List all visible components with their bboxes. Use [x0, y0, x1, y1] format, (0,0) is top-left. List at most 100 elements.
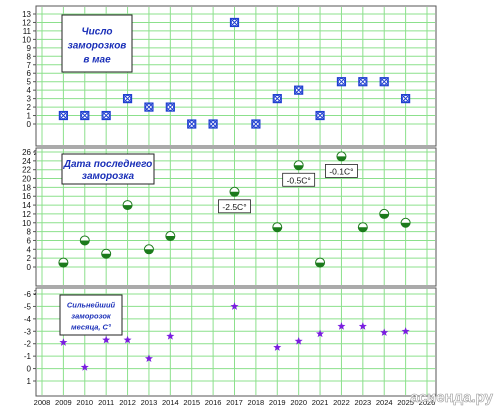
y-tick-label: -1: [24, 352, 32, 361]
data-point: [102, 335, 111, 344]
data-point: [208, 119, 218, 129]
y-tick-label: 10: [22, 219, 31, 228]
y-tick-label: 2: [27, 103, 32, 112]
data-point: [272, 222, 283, 233]
data-point: [293, 160, 304, 171]
x-tick-label: 2023: [354, 398, 371, 407]
y-tick-label: 20: [22, 175, 31, 184]
x-tick-label: 2009: [55, 398, 72, 407]
data-point: [401, 327, 410, 335]
y-tick-label: 0: [27, 263, 32, 272]
data-point: [144, 102, 154, 112]
data-point: [401, 94, 411, 104]
chart-title-line: Число: [82, 27, 113, 38]
chart-title-line: Сильнейший: [67, 301, 116, 310]
y-tick-label: 2: [27, 254, 32, 263]
data-point: [400, 217, 411, 228]
x-tick-label: 2019: [269, 398, 286, 407]
data-point: [165, 102, 175, 112]
data-point: [123, 335, 132, 344]
data-point: [357, 222, 368, 233]
y-tick-label: 10: [22, 35, 31, 44]
y-tick-label: 13: [22, 10, 31, 19]
chart-title-line: Дата последнего: [63, 159, 153, 170]
data-point: [294, 85, 304, 95]
y-tick-label: 3: [27, 95, 32, 104]
x-tick-label: 2011: [98, 398, 114, 407]
x-tick-label: 2024: [376, 398, 393, 407]
data-point: [122, 94, 133, 104]
y-tick-label: 26: [22, 148, 31, 157]
data-point: [229, 17, 240, 28]
y-tick-label: 0: [27, 365, 32, 374]
annotation-label: -0.1С°: [329, 166, 353, 176]
data-point: [101, 110, 111, 121]
data-point: [58, 110, 68, 121]
y-tick-label: 1: [27, 377, 32, 386]
data-point: [229, 186, 240, 197]
chart-title-line: в мае: [83, 55, 111, 66]
x-tick-label: 2015: [183, 398, 200, 407]
annotation-callout: -2.5С°: [218, 199, 251, 214]
title-box: [61, 14, 133, 73]
data-point: [337, 322, 346, 330]
chart-title-line: заморозков: [68, 41, 127, 52]
x-tick-label: 2013: [141, 398, 158, 407]
x-tick-label: 2026: [419, 398, 436, 407]
y-tick-label: -3: [24, 327, 32, 336]
data-point: [358, 77, 368, 87]
x-tick-label: 2025: [397, 398, 414, 407]
x-tick-label: 2017: [226, 398, 243, 407]
y-tick-label: -6: [24, 290, 32, 299]
y-tick-label: 8: [27, 52, 32, 61]
data-point: [251, 119, 261, 129]
watermark-text: асиенда.ру: [410, 389, 493, 406]
data-point: [122, 200, 133, 211]
data-point: [273, 343, 282, 351]
data-point: [272, 94, 282, 104]
data-point: [336, 151, 347, 162]
data-point: [79, 235, 90, 246]
y-tick-label: -2: [24, 340, 32, 349]
data-point: [315, 257, 326, 268]
chart-title-line: месяца, С°: [71, 323, 112, 332]
data-point: [294, 337, 303, 345]
y-tick-label: 14: [22, 201, 31, 210]
data-point: [230, 302, 239, 310]
y-tick-label: -4: [24, 315, 32, 324]
annotation-callout: -0.5С°: [282, 172, 316, 187]
x-tick-label: 2014: [162, 398, 179, 407]
data-point: [143, 244, 154, 255]
data-point: [101, 248, 112, 259]
chart-panel-1: 2008200920102011201220132014201520162017…: [22, 5, 437, 157]
data-point: [379, 77, 389, 87]
data-point: [80, 363, 89, 371]
data-point: [358, 322, 367, 330]
x-tick-label: 2022: [333, 398, 350, 407]
y-tick-label: 9: [27, 44, 32, 53]
title-box: [61, 153, 155, 185]
y-tick-label: 12: [22, 18, 31, 27]
y-tick-label: 16: [22, 192, 31, 201]
annotation-label: -0.5С°: [287, 175, 311, 185]
data-point: [80, 110, 90, 121]
y-tick-label: 0: [27, 120, 32, 129]
chart-panel-2: 2008200920102011201220132014201520162017…: [22, 147, 437, 297]
annotation-callout: -0.1С°: [325, 164, 358, 178]
y-tick-label: 5: [27, 78, 32, 87]
y-tick-label: 18: [22, 183, 31, 192]
data-point: [59, 338, 68, 346]
data-point: [315, 110, 325, 121]
title-box: [59, 294, 123, 336]
y-tick-label: 11: [23, 27, 32, 36]
x-tick-label: 2012: [119, 398, 136, 407]
x-tick-label: 2010: [76, 398, 93, 407]
y-tick-label: 6: [27, 236, 32, 245]
x-tick-label: 2008: [34, 398, 51, 407]
data-point: [166, 332, 175, 340]
data-point: [144, 354, 153, 363]
chart-panel-3: 2008 2009 2010 2011 2012 2013 2014 2015 2016 2017…: [24, 287, 437, 407]
data-point: [187, 119, 197, 129]
chart-title-line: заморозок: [71, 312, 112, 321]
